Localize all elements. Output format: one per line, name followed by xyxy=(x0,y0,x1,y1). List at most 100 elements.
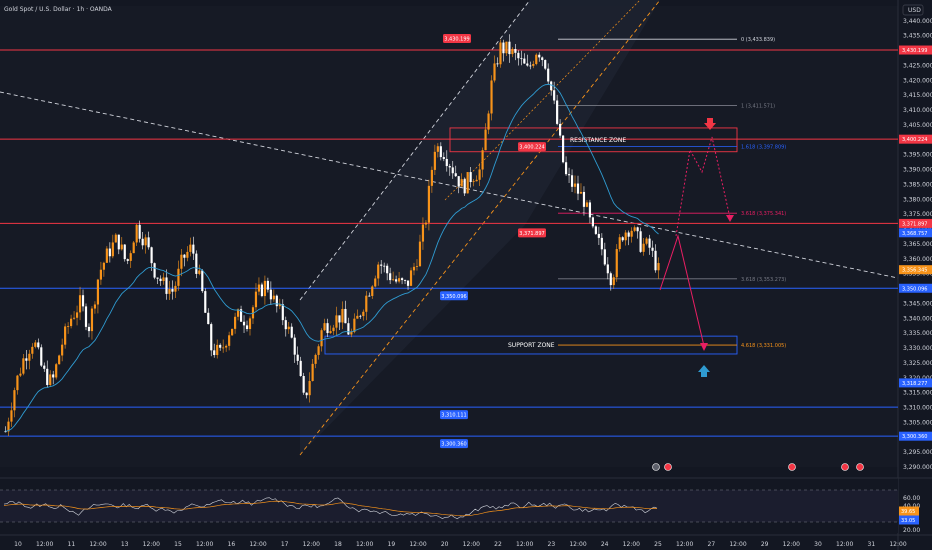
candle-body xyxy=(87,326,91,332)
candle xyxy=(308,372,311,403)
price-tag-bg xyxy=(443,34,471,44)
candle xyxy=(547,63,550,85)
price-tag-text: 3,310.111 xyxy=(441,413,466,419)
candle xyxy=(52,370,55,385)
candle-body xyxy=(499,42,502,65)
candle-body xyxy=(562,135,565,163)
candle xyxy=(424,219,428,228)
candle xyxy=(368,292,371,297)
candle xyxy=(123,244,126,262)
candle-body xyxy=(207,312,210,325)
candle xyxy=(550,80,553,96)
candle xyxy=(222,339,225,353)
candle-body xyxy=(395,279,398,282)
candle-body xyxy=(228,335,231,346)
candle xyxy=(16,374,19,395)
axis-price-label: 3,400.224 xyxy=(899,134,932,144)
y-tick-label: 3,410.000 xyxy=(903,107,932,114)
rsi-tick-label: 60.00 xyxy=(903,495,920,502)
rsi-line xyxy=(3,497,658,520)
candle-body xyxy=(374,278,377,287)
y-tick-label: 3,315.000 xyxy=(903,390,932,397)
candle xyxy=(299,356,302,377)
candle xyxy=(180,249,183,277)
candle-body xyxy=(177,268,180,286)
candle-body xyxy=(553,90,556,101)
candle xyxy=(475,175,478,182)
candle xyxy=(374,275,377,288)
candle-body xyxy=(544,60,547,69)
candle xyxy=(186,246,189,262)
candle xyxy=(305,392,308,399)
axis-price-label-text: 3,300.360 xyxy=(902,434,927,440)
y-tick-label: 3,390.000 xyxy=(903,167,932,174)
candle xyxy=(603,242,606,266)
axis-price-label-bg xyxy=(899,218,932,228)
y-tick-label: 3,375.000 xyxy=(903,211,932,218)
candle-body xyxy=(13,390,16,411)
candle xyxy=(359,314,362,319)
currency-button-frame xyxy=(902,4,924,16)
candle xyxy=(544,59,547,71)
candle xyxy=(520,50,523,66)
price-tag-bg xyxy=(440,439,468,449)
candle-body xyxy=(621,237,624,241)
currency-button[interactable]: USD xyxy=(902,4,924,16)
candle-body xyxy=(96,279,100,305)
candle xyxy=(362,309,365,321)
candle-body xyxy=(55,364,58,378)
candle-body xyxy=(412,266,416,271)
candle-body xyxy=(147,237,150,248)
candle xyxy=(636,226,639,239)
candle xyxy=(538,52,541,62)
candle-body xyxy=(278,304,281,307)
sell-arrow-icon xyxy=(704,118,716,130)
candle xyxy=(448,163,451,176)
candle-body xyxy=(75,312,79,318)
candle xyxy=(284,316,287,337)
candle-body xyxy=(371,286,374,296)
candle xyxy=(493,55,496,83)
candle xyxy=(108,242,111,263)
candle-body xyxy=(496,63,499,65)
candle-body xyxy=(344,308,347,324)
candle xyxy=(618,234,621,252)
candle xyxy=(332,324,335,335)
candle xyxy=(487,110,490,135)
candle xyxy=(272,289,275,302)
candle-body xyxy=(508,41,511,55)
candle xyxy=(55,363,58,380)
candle xyxy=(192,236,195,261)
candle xyxy=(505,41,508,57)
candle-body xyxy=(93,304,97,309)
candle-body xyxy=(392,279,395,281)
fib-level-label: 0 (3,433.839) xyxy=(741,37,775,43)
candle-body xyxy=(72,317,76,319)
candle xyxy=(317,344,320,360)
candle-body xyxy=(430,169,433,186)
candle xyxy=(606,257,609,280)
candle-body xyxy=(117,234,120,250)
candle-body xyxy=(532,64,535,66)
price-tag-text: 3,430.199 xyxy=(444,37,469,43)
chart-title: Gold Spot / U.S. Dollar · 1h · OANDA xyxy=(4,6,113,13)
candle xyxy=(609,271,612,291)
candle-body xyxy=(400,278,404,281)
candle xyxy=(260,282,264,298)
candle xyxy=(4,426,7,433)
candle-body xyxy=(529,65,532,67)
candle-body xyxy=(645,238,648,244)
candle-body xyxy=(436,146,439,152)
x-tick-label: 12:00 xyxy=(623,541,640,548)
candle-body xyxy=(490,80,493,114)
economic-event-icon xyxy=(788,463,796,471)
candle-body xyxy=(564,162,568,175)
candle-body xyxy=(389,273,392,281)
price-tag: 3,430.199 xyxy=(443,34,471,44)
candle-body xyxy=(284,320,287,330)
candle-body xyxy=(234,316,237,329)
candle-body xyxy=(248,318,252,330)
candle xyxy=(433,144,436,176)
candle-body xyxy=(84,306,88,327)
